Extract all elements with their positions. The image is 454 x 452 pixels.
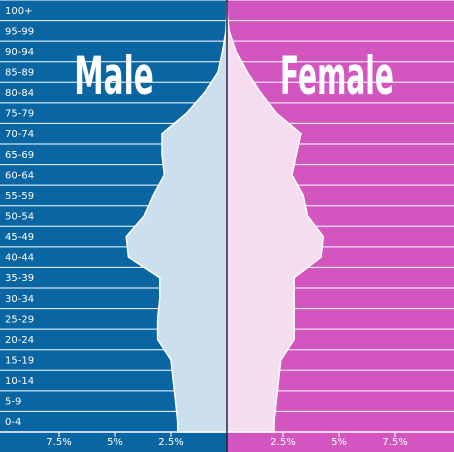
age-group-label: 40-44 [5,253,34,264]
x-tick-label: 5% [331,437,347,448]
x-tick-label: 2.5% [270,437,295,448]
age-group-label: 30-34 [5,294,34,305]
x-tick-label: 2.5% [158,437,183,448]
age-group-label: 70-74 [5,129,34,140]
age-group-label: 5-9 [5,397,21,408]
female-series-label: Female [280,45,394,106]
age-group-label: 80-84 [5,88,34,99]
age-group-label: 100+ [5,6,32,17]
age-group-label: 20-24 [5,335,34,346]
age-group-label: 10-14 [5,376,34,387]
x-tick-label: 7.5% [382,437,407,448]
age-group-label: 25-29 [5,314,34,325]
age-group-label: 95-99 [5,26,34,37]
age-group-label: 0-4 [5,417,21,428]
x-axis-ticks: 7.5% 5% 2.5% 2.5% 5% 7.5% [46,432,408,448]
male-area [125,2,228,433]
age-group-label: 15-19 [5,356,34,367]
x-tick-label: 5% [107,437,123,448]
age-group-label: 35-39 [5,273,34,284]
age-group-label: 85-89 [5,68,34,79]
age-group-label: 90-94 [5,47,34,58]
age-group-label: 65-69 [5,150,34,161]
age-group-label: 60-64 [5,170,34,181]
female-area [226,2,325,433]
age-group-label: 50-54 [5,212,34,223]
age-group-label: 55-59 [5,191,34,202]
x-tick-label: 7.5% [46,437,71,448]
age-group-label: 45-49 [5,232,34,243]
male-series-label: Male [74,46,153,106]
age-labels: 0-4 5-9 10-14 15-19 20-24 25-29 30-34 35-39 40-4… [5,6,34,428]
age-group-label: 75-79 [5,109,34,120]
